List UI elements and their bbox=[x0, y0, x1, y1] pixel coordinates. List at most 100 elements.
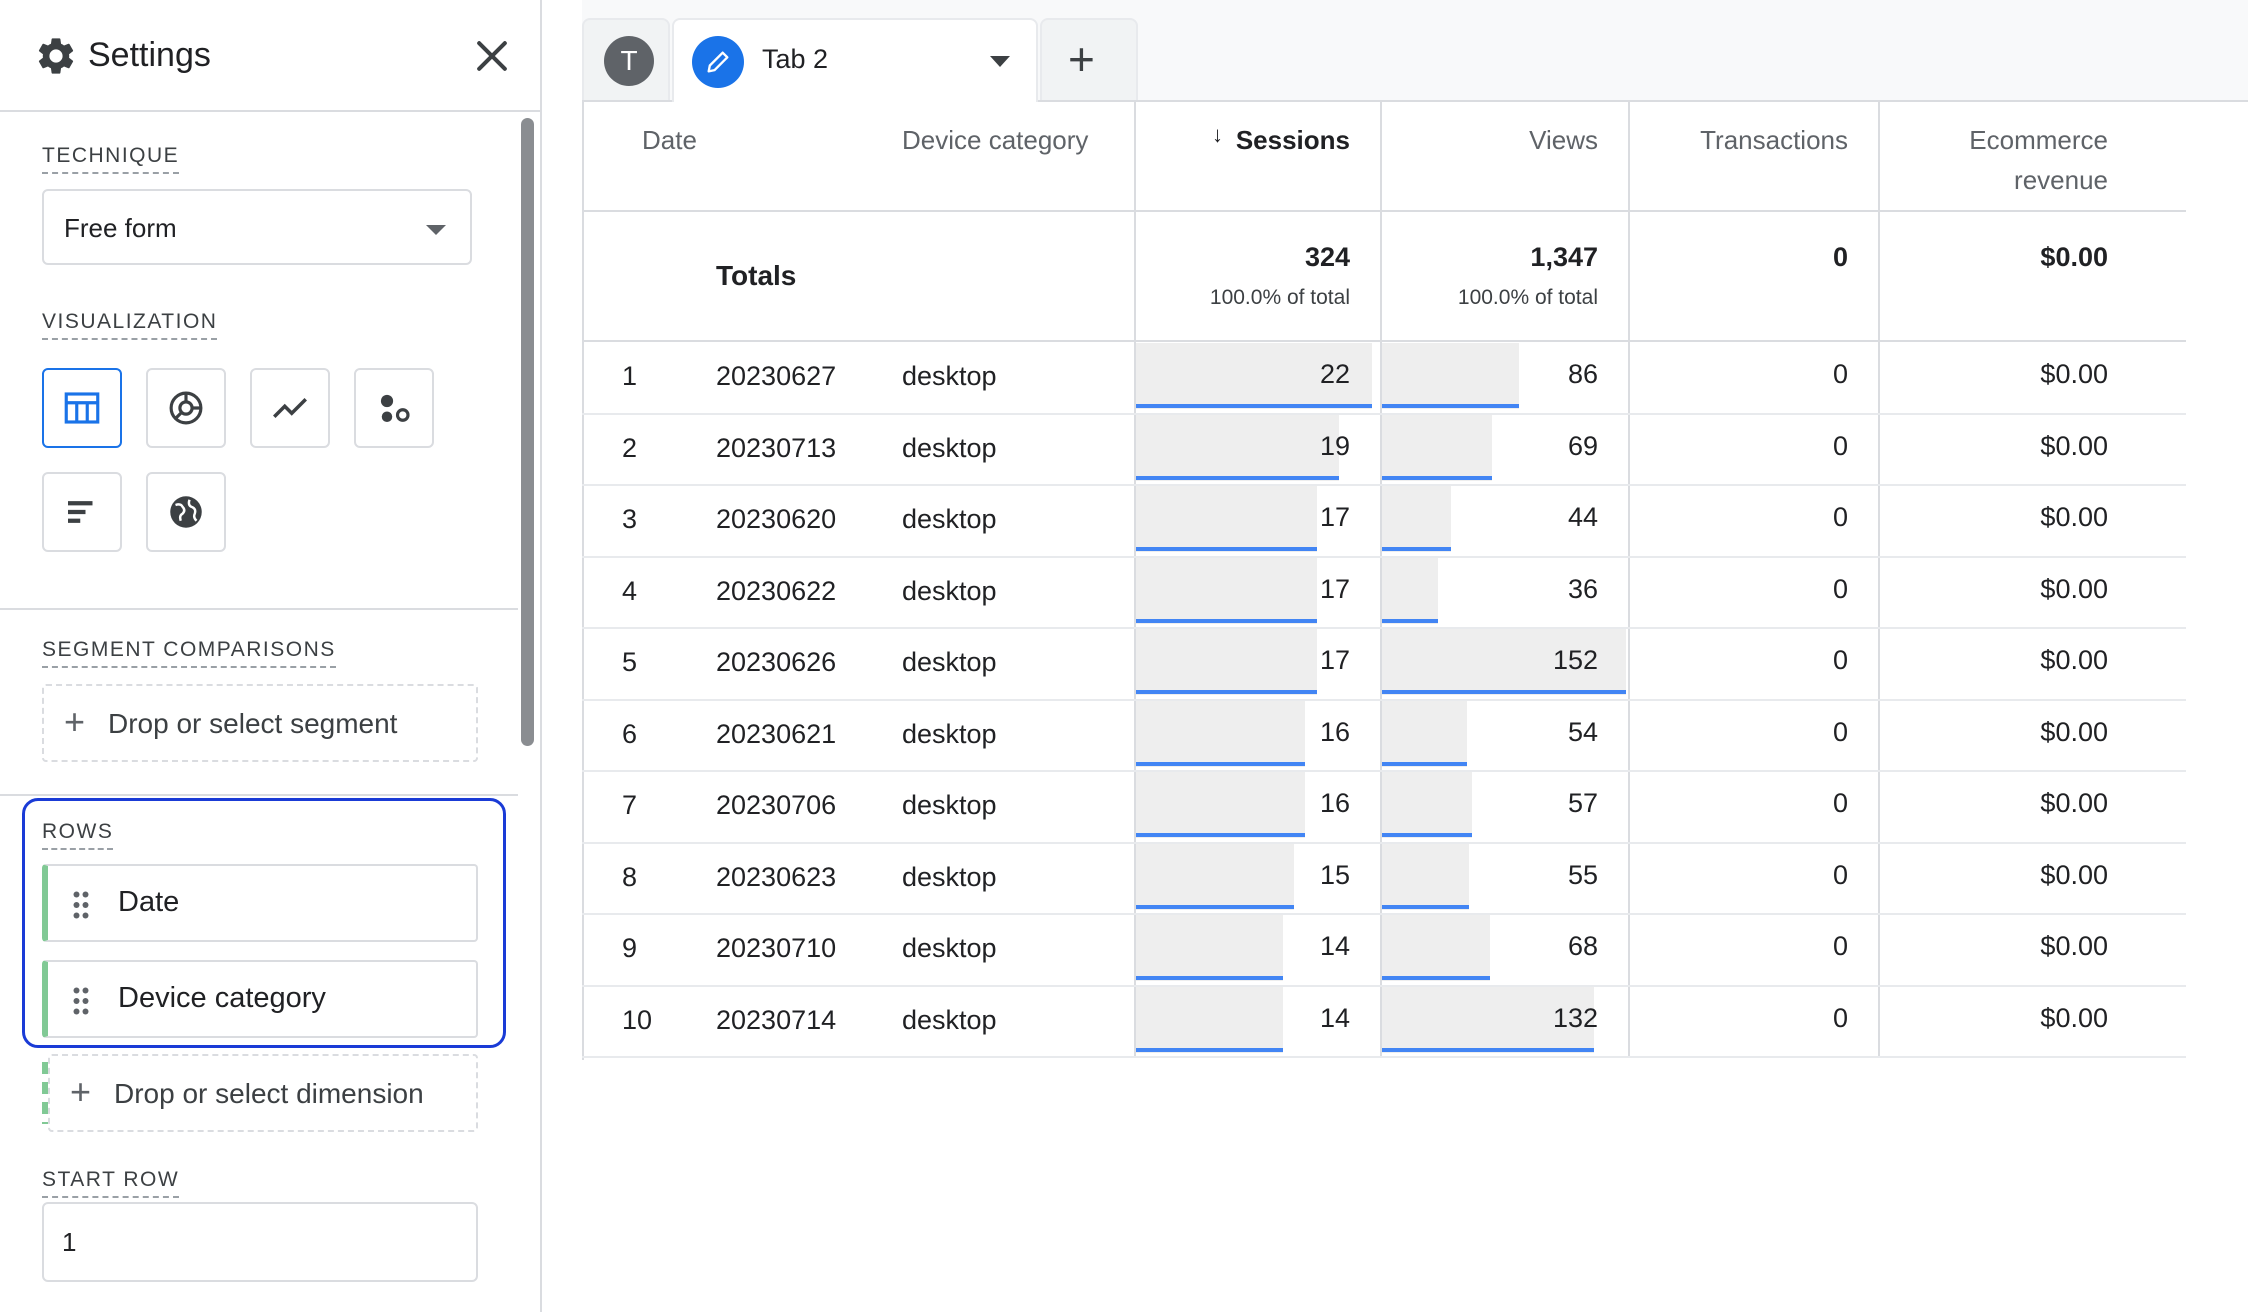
views-bar-line bbox=[1382, 761, 1467, 766]
cell-device-category: desktop bbox=[902, 504, 997, 534]
sessions-bar-line bbox=[1136, 618, 1317, 623]
column-divider bbox=[1134, 100, 1136, 1058]
cell-date: 20230710 bbox=[716, 933, 837, 963]
row-divider bbox=[582, 412, 2186, 415]
caret-down-icon[interactable] bbox=[990, 56, 1010, 67]
cell-transactions: 0 bbox=[1832, 430, 1848, 461]
drag-handle-icon[interactable] bbox=[72, 986, 90, 1016]
viz-donut-button[interactable] bbox=[146, 368, 226, 448]
geo-map-icon bbox=[170, 496, 202, 528]
views-bar-line bbox=[1382, 547, 1451, 551]
cell-revenue: $0.00 bbox=[2040, 716, 2108, 747]
cell-transactions: 0 bbox=[1832, 502, 1848, 532]
header-transactions[interactable]: Transactions bbox=[1700, 125, 1848, 155]
sessions-bar bbox=[1136, 986, 1283, 1053]
views-bar-line bbox=[1382, 833, 1472, 837]
add-tab-button[interactable]: + bbox=[1040, 18, 1138, 100]
cell-revenue: $0.00 bbox=[2040, 645, 2108, 675]
plus-icon: + bbox=[64, 701, 86, 742]
column-divider bbox=[1878, 100, 1880, 1058]
tab-leading[interactable]: T bbox=[582, 18, 670, 100]
header-device-category[interactable]: Device category bbox=[902, 125, 1089, 155]
sessions-bar-line bbox=[1136, 547, 1317, 551]
viz-line-button[interactable] bbox=[250, 368, 330, 448]
views-bar-line bbox=[1382, 976, 1490, 980]
drop-segment-label: Drop or select segment bbox=[108, 708, 398, 739]
cell-sessions: 16 bbox=[1319, 716, 1350, 747]
cell-device-category: desktop bbox=[902, 718, 997, 749]
drag-handle-icon[interactable] bbox=[72, 890, 90, 920]
drop-segment-button[interactable]: + Drop or select segment bbox=[42, 684, 478, 762]
panel-title: Settings bbox=[88, 36, 211, 74]
totals-sessions: 324 bbox=[1304, 242, 1350, 272]
cell-views: 69 bbox=[1567, 430, 1598, 461]
cell-sessions: 17 bbox=[1319, 573, 1350, 604]
visualization-label: VISUALIZATION bbox=[42, 310, 218, 340]
caret-down-icon bbox=[426, 225, 446, 235]
technique-dropdown[interactable]: Free form bbox=[42, 189, 472, 265]
cell-transactions: 0 bbox=[1832, 645, 1848, 675]
views-bar-line bbox=[1382, 475, 1492, 480]
views-bar bbox=[1382, 486, 1451, 552]
header-ecommerce-revenue-line2[interactable]: revenue bbox=[2014, 165, 2108, 195]
technique-value: Free form bbox=[64, 213, 177, 243]
tab-2[interactable]: Tab 2 bbox=[672, 18, 1038, 102]
cell-revenue: $0.00 bbox=[2040, 1002, 2108, 1033]
line-chart-icon bbox=[273, 398, 307, 418]
cell-device-category: desktop bbox=[902, 790, 997, 820]
row-divider bbox=[582, 770, 2186, 772]
plus-icon: + bbox=[1068, 33, 1095, 85]
sort-descending-icon[interactable]: ↓ bbox=[1212, 122, 1223, 147]
row-divider bbox=[582, 1056, 2186, 1058]
header-sessions[interactable]: Sessions bbox=[1235, 125, 1350, 155]
row-index: 6 bbox=[622, 718, 638, 749]
viz-geo-button[interactable] bbox=[146, 472, 226, 552]
header-ecommerce-revenue[interactable]: Ecommerce bbox=[1969, 125, 2108, 155]
tab-label: Tab 2 bbox=[762, 44, 829, 74]
section-divider bbox=[0, 794, 518, 796]
dimension-drop-indicator bbox=[42, 1062, 48, 1124]
cell-device-category: desktop bbox=[902, 1004, 997, 1035]
header-divider bbox=[582, 210, 2186, 212]
cell-sessions: 15 bbox=[1319, 859, 1350, 890]
cell-views: 55 bbox=[1567, 859, 1598, 890]
totals-views-pct: 100.0% of total bbox=[1457, 286, 1598, 309]
edit-icon bbox=[692, 36, 744, 88]
views-bar bbox=[1382, 343, 1519, 409]
cell-transactions: 0 bbox=[1832, 716, 1848, 747]
row-index: 5 bbox=[622, 647, 638, 677]
sessions-bar-line bbox=[1136, 904, 1294, 909]
row-chip-label: Date bbox=[118, 886, 180, 918]
rows-highlight-frame bbox=[22, 798, 506, 1048]
row-chip-date[interactable]: Date bbox=[42, 864, 478, 942]
cell-device-category: desktop bbox=[902, 432, 997, 463]
cell-views: 36 bbox=[1567, 573, 1598, 604]
header-date[interactable]: Date bbox=[642, 125, 697, 155]
row-divider bbox=[582, 555, 2186, 558]
cell-device-category: desktop bbox=[902, 861, 997, 892]
header-views[interactable]: Views bbox=[1529, 125, 1598, 155]
column-divider bbox=[1628, 100, 1630, 1058]
close-icon[interactable] bbox=[470, 34, 514, 78]
views-bar-line bbox=[1382, 404, 1519, 408]
viz-table-button[interactable] bbox=[42, 368, 122, 448]
viz-scatter-button[interactable] bbox=[354, 368, 434, 448]
drop-dimension-button[interactable]: + Drop or select dimension bbox=[48, 1054, 478, 1132]
row-index: 2 bbox=[622, 432, 638, 463]
row-chip-label: Device category bbox=[118, 982, 326, 1014]
donut-chart-icon bbox=[169, 391, 203, 425]
sessions-bar-line bbox=[1136, 761, 1305, 766]
views-bar bbox=[1382, 843, 1469, 910]
cell-views: 152 bbox=[1552, 645, 1598, 675]
start-row-input[interactable]: 1 bbox=[42, 1202, 478, 1282]
panel-scrollbar[interactable] bbox=[521, 118, 534, 746]
sessions-bar-line bbox=[1136, 833, 1305, 837]
sessions-bar-line bbox=[1136, 690, 1317, 694]
cell-revenue: $0.00 bbox=[2040, 359, 2108, 389]
cell-sessions: 17 bbox=[1319, 645, 1350, 675]
row-chip-device-category[interactable]: Device category bbox=[42, 960, 478, 1038]
views-bar bbox=[1382, 986, 1594, 1053]
viz-bar-button[interactable] bbox=[42, 472, 122, 552]
cell-revenue: $0.00 bbox=[2040, 430, 2108, 461]
sessions-bar bbox=[1136, 843, 1294, 910]
